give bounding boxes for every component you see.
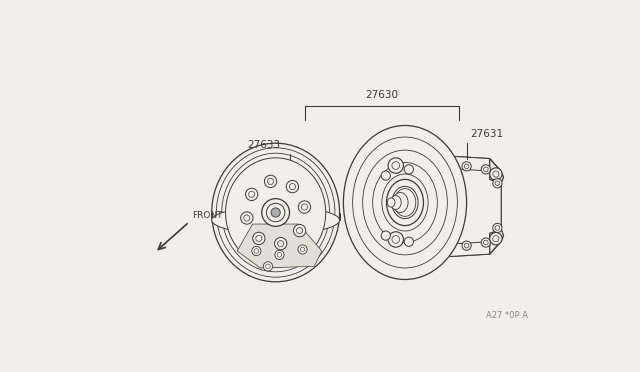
Circle shape [263,262,273,271]
Circle shape [381,231,390,240]
Circle shape [275,237,287,250]
Polygon shape [490,230,504,254]
Circle shape [248,191,255,198]
Ellipse shape [212,143,340,282]
Circle shape [481,165,490,174]
Polygon shape [437,156,501,256]
Ellipse shape [225,158,326,267]
Ellipse shape [392,186,418,219]
Circle shape [266,203,285,222]
Circle shape [462,162,471,171]
Text: 27631: 27631 [470,129,504,139]
Circle shape [252,246,261,256]
Circle shape [244,215,250,221]
Polygon shape [359,156,501,174]
Circle shape [484,240,488,245]
Ellipse shape [382,174,428,231]
Circle shape [286,180,299,193]
Circle shape [301,204,308,210]
Circle shape [388,232,403,247]
Circle shape [262,199,289,226]
Circle shape [392,162,399,169]
Circle shape [493,171,499,177]
Circle shape [275,250,284,260]
Circle shape [404,237,413,246]
Polygon shape [237,224,322,268]
Ellipse shape [212,206,340,234]
Circle shape [300,247,305,252]
Text: 27630: 27630 [365,90,398,100]
Circle shape [495,181,500,186]
Circle shape [264,175,276,187]
Text: 27633: 27633 [247,140,280,150]
Circle shape [246,188,258,201]
Ellipse shape [353,137,458,268]
Circle shape [381,171,390,180]
Polygon shape [490,158,504,183]
Circle shape [490,232,502,245]
Circle shape [464,164,469,169]
Circle shape [490,168,502,180]
Ellipse shape [216,148,335,277]
Circle shape [241,212,253,224]
Ellipse shape [390,196,401,209]
Polygon shape [359,239,501,256]
Circle shape [271,208,280,217]
Circle shape [296,228,303,234]
Polygon shape [378,230,409,249]
Text: FRONT: FRONT [192,211,222,220]
Circle shape [254,249,259,253]
Circle shape [495,225,500,230]
Circle shape [404,165,413,174]
Circle shape [493,179,502,188]
Ellipse shape [372,163,437,243]
Circle shape [481,238,490,247]
Ellipse shape [393,192,408,212]
Ellipse shape [387,179,424,225]
Circle shape [464,243,469,248]
Circle shape [298,201,310,213]
Circle shape [493,235,499,242]
Circle shape [462,241,471,250]
Ellipse shape [387,198,395,207]
Ellipse shape [344,125,467,279]
Circle shape [278,241,284,247]
Polygon shape [378,156,409,176]
Circle shape [277,253,282,257]
Circle shape [266,264,270,269]
Circle shape [289,183,296,190]
Ellipse shape [221,153,330,272]
Circle shape [294,224,306,237]
Circle shape [298,245,307,254]
Circle shape [253,232,265,244]
Circle shape [493,223,502,232]
Circle shape [388,158,403,173]
Circle shape [256,235,262,241]
Ellipse shape [363,150,447,255]
Ellipse shape [394,189,416,217]
Text: A27 *0P A: A27 *0P A [486,311,528,320]
Circle shape [392,235,399,243]
Circle shape [268,178,274,185]
Circle shape [484,167,488,172]
